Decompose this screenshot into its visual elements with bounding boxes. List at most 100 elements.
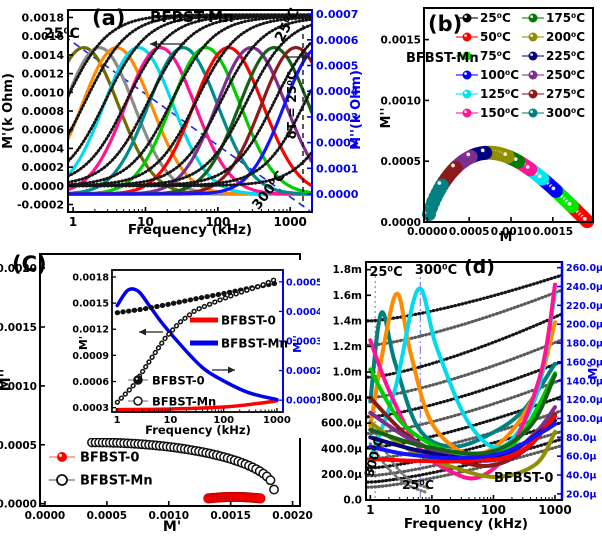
legend-marker bbox=[528, 89, 538, 99]
x-tick-label: 0.0010 bbox=[491, 226, 532, 238]
y-left-tick-label: 0.0000 bbox=[22, 180, 65, 193]
inset-y-left-tick: 0.0018 bbox=[72, 272, 109, 283]
x-tick-label: 0.0010 bbox=[148, 510, 189, 522]
y-left-tick-label: 0.0016 bbox=[22, 30, 65, 43]
legend-label: 250⁰C bbox=[546, 68, 585, 82]
annotation: 25⁰C bbox=[272, 6, 303, 45]
inset-y-left-tick: 0.0015 bbox=[72, 299, 109, 310]
annotation: 300⁰C bbox=[415, 263, 457, 278]
legend-label: BFBST-Mn bbox=[80, 474, 153, 489]
y-right-tick-label: 240.0μ bbox=[566, 282, 602, 293]
annotation: M'' bbox=[379, 108, 394, 129]
legend-marker bbox=[528, 51, 538, 61]
y-right-tick-label: 120.0μ bbox=[566, 395, 602, 406]
y-left-tick-label: 0.0 bbox=[343, 495, 362, 507]
legend-label: 50⁰C bbox=[480, 30, 511, 44]
y-right-tick-label: 0.0001 bbox=[316, 162, 358, 175]
y-right-tick-label: 0.0005 bbox=[316, 60, 358, 73]
legend-label: 175⁰C bbox=[546, 11, 585, 25]
panel-a-curves bbox=[68, 13, 312, 212]
inset-legend-label: BFBST-0 bbox=[221, 314, 276, 328]
x-tick-label: 1 bbox=[69, 215, 77, 229]
panel-b-plot: 0.0000 0.0005 0.0010 0.00150.00000.00050.00… bbox=[379, 7, 595, 245]
inset-legend-label: BFBST-Mn bbox=[152, 395, 216, 409]
legend-marker bbox=[528, 32, 538, 42]
data-point bbox=[463, 149, 478, 164]
y-left-tick-label: 800.0μ bbox=[321, 392, 362, 404]
annotation: Frequency (kHz) bbox=[145, 423, 251, 437]
inset-y-left-tick: 0.0012 bbox=[72, 325, 109, 336]
inset-y-left-tick: 0.0009 bbox=[72, 351, 109, 362]
y-left-tick-label: 0.0012 bbox=[22, 68, 64, 81]
y-left-tick-label: 600.0μ bbox=[321, 418, 362, 430]
annotation: M'' bbox=[0, 369, 14, 392]
legend-marker bbox=[528, 108, 538, 118]
y-left-tick-label: 1.8m bbox=[332, 264, 362, 276]
legend-label: 200⁰C bbox=[546, 30, 585, 44]
legend-label: 300⁰C bbox=[546, 106, 585, 120]
x-tick-label: 1000 bbox=[274, 215, 307, 229]
data-point bbox=[448, 160, 463, 175]
annotation: M''(k Ohm) bbox=[349, 70, 364, 150]
y-right-tick-label: 0.0000 bbox=[316, 188, 359, 201]
inset-legend-label: BFBST-0 bbox=[152, 374, 205, 388]
data-point bbox=[478, 145, 493, 160]
legend-label: 100⁰C bbox=[480, 68, 519, 82]
annotation: M' bbox=[163, 519, 181, 535]
y-tick-label: 0.0020 bbox=[0, 263, 37, 275]
y-right-tick-label: 0.0002 bbox=[316, 137, 358, 150]
x-tick-label: 0.0000 bbox=[25, 510, 66, 522]
data-point bbox=[265, 475, 276, 486]
y-left-tick-label: 0.0010 bbox=[22, 86, 65, 99]
y-left-tick-label: 0.0004 bbox=[22, 142, 65, 155]
annotation: Frequency (kHz) bbox=[128, 222, 252, 238]
annotation: M' bbox=[500, 230, 517, 245]
data-point bbox=[500, 149, 515, 164]
legend-marker bbox=[462, 13, 472, 23]
y-tick-label: 0.0000 bbox=[380, 217, 421, 229]
y-right-tick-label: 0.0003 bbox=[316, 111, 358, 124]
inset-y-right-tick: 0.0002 bbox=[286, 366, 320, 377]
data-point bbox=[548, 183, 563, 198]
data-point bbox=[255, 493, 266, 504]
legend-label: 125⁰C bbox=[480, 87, 519, 101]
annotation: 25⁰C bbox=[402, 477, 434, 492]
panel-d: 1 10 100 1000 1.8m 1.6m 1.4m 1.2m 1.0m 800.0μ 600.… bbox=[306, 248, 602, 538]
y-right-tick-label: 80.0μ bbox=[566, 433, 596, 444]
panel-d-label: (d) bbox=[464, 256, 495, 278]
legend-marker bbox=[462, 89, 472, 99]
panel-a-title: BFBST-Mn bbox=[150, 8, 234, 26]
legend-marker bbox=[528, 13, 538, 23]
inset-y-left-tick: 0.0003 bbox=[72, 403, 109, 414]
legend-marker bbox=[462, 70, 472, 80]
x-tick-label: 10 bbox=[424, 503, 441, 517]
panel-a-plot: 1 10 100 1000 0.0018 0.0016 0.0014 0.0012 0.0010… bbox=[1, 6, 364, 238]
y-tick-label: 0.0010 bbox=[380, 95, 421, 107]
data-point bbox=[523, 162, 538, 177]
x-tick-label: 0.0015 bbox=[210, 510, 251, 522]
y-left-tick-label: -0.0002 bbox=[17, 199, 64, 212]
x-tick-label: 1 bbox=[366, 503, 374, 517]
annotation: M'' bbox=[291, 335, 304, 353]
y-tick-label: 0.0010 bbox=[0, 381, 37, 393]
legend-label: 275⁰C bbox=[546, 87, 585, 101]
data-point bbox=[535, 171, 550, 186]
x-tick-label: 0.0005 bbox=[449, 226, 490, 238]
y-left-tick-label: 0.0008 bbox=[22, 105, 64, 118]
y-tick-label: 0.0005 bbox=[380, 156, 421, 168]
panel-d-sample: BFBST-0 bbox=[494, 471, 554, 486]
legend-marker bbox=[528, 70, 538, 80]
x-tick-label: 0.0000 bbox=[407, 226, 448, 238]
inset-y-right-tick: 0.0005 bbox=[286, 277, 320, 288]
annotation: Frequency (kHz) bbox=[404, 516, 528, 532]
annotation: 25⁰C bbox=[44, 26, 80, 42]
data-point bbox=[269, 484, 279, 495]
x-tick-label: 0.0020 bbox=[272, 510, 313, 522]
panel-c-plot: 0.0000 0.0005 0.0010 0.0015 0.0020 0.0000 0.00… bbox=[0, 253, 320, 535]
y-right-tick-label: 200.0μ bbox=[566, 320, 602, 331]
y-left-tick-label: 1.0m bbox=[332, 367, 362, 379]
annotation: δT = 25⁰C bbox=[284, 71, 299, 139]
inset-x-tick: 1000 bbox=[263, 415, 291, 426]
y-tick-label: 0.0015 bbox=[0, 322, 37, 334]
